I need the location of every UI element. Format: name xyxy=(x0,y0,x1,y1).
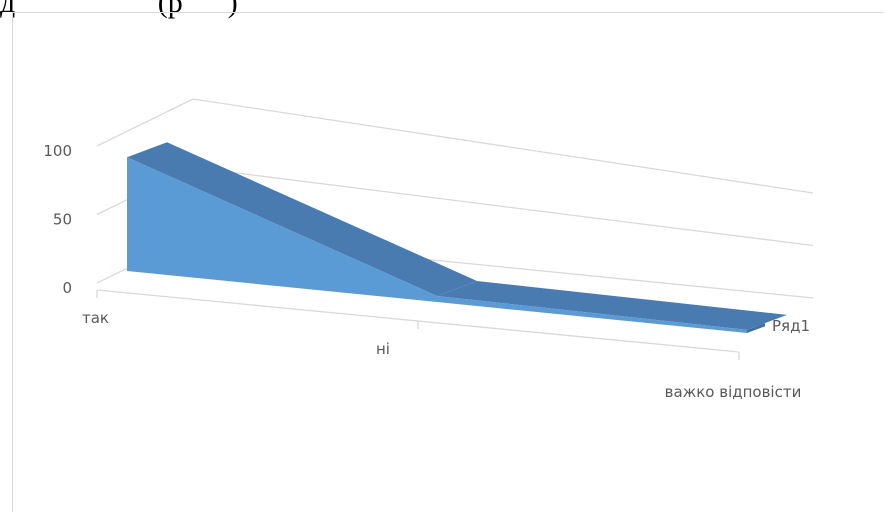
area-front-face xyxy=(127,157,747,333)
area-side-cap xyxy=(747,323,765,333)
area-top-surface xyxy=(127,142,477,296)
chart-area xyxy=(12,12,884,512)
legend: Ряд1 xyxy=(772,317,810,335)
category-label-0: так xyxy=(82,309,109,327)
y-tick-label-0: 0 xyxy=(62,279,72,297)
category-label-1: ні xyxy=(376,340,390,358)
category-label-2: важко відповісти xyxy=(665,383,802,401)
gridline-100 xyxy=(96,98,814,194)
category-labels: так ні важко відповісти xyxy=(82,309,801,401)
series-area xyxy=(127,142,787,333)
document-text-fragment: д (р ) xyxy=(0,0,238,19)
y-axis: 0 50 100 xyxy=(43,142,72,297)
y-tick-label-100: 100 xyxy=(43,142,72,160)
legend-series-label: Ряд1 xyxy=(772,317,810,335)
area-top-surface xyxy=(437,280,787,330)
y-tick-label-50: 50 xyxy=(53,211,72,229)
